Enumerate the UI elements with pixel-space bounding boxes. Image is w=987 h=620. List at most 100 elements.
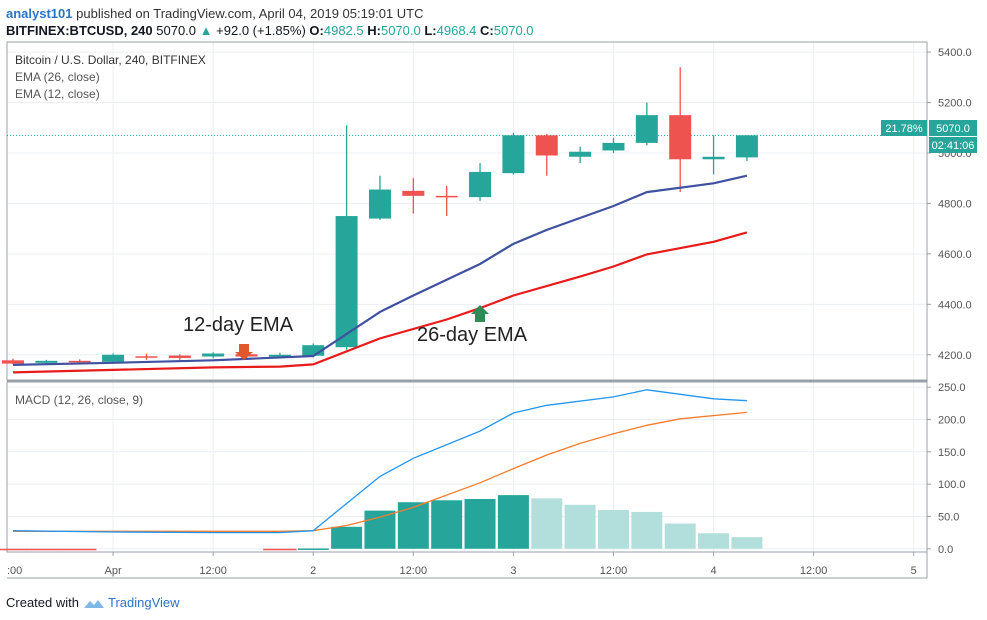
- candle-up: [335, 216, 358, 348]
- low-label: L:: [424, 23, 437, 38]
- macd-histogram-bar: [29, 548, 64, 551]
- publish-line: analyst101 published on TradingView.com,…: [6, 6, 424, 21]
- last-price: 5070.0: [156, 23, 197, 38]
- candle-down: [669, 115, 692, 160]
- ema-layer: [12, 174, 748, 374]
- macd-line: [12, 389, 747, 534]
- candle-up: [268, 354, 291, 357]
- price-tick-label: 4200.0: [938, 350, 972, 362]
- macd-histogram-bar: [431, 500, 463, 549]
- price-badges: 21.78% 5070.0 02:41:06: [881, 120, 977, 153]
- macd-tick-label: 50.0: [938, 511, 959, 523]
- macd-tick-label: 150.0: [938, 447, 966, 459]
- ema26-annotation: 26-day EMA: [417, 324, 528, 346]
- candle-up: [702, 156, 725, 160]
- symbol-label: BITFINEX:BTCUSD, 240: [6, 23, 153, 38]
- ema12-line: [12, 174, 748, 366]
- candle-up: [602, 142, 625, 151]
- price-badge: [929, 120, 977, 136]
- chart-frame: [6, 41, 928, 579]
- macd-tick-label: 0.0: [938, 544, 953, 556]
- candle-up: [502, 135, 525, 174]
- main-legend: Bitcoin / U.S. Dollar, 240, BITFINEX: [15, 53, 206, 67]
- time-tick-label: 12:00: [600, 565, 628, 577]
- macd-histogram-bar: [397, 502, 429, 549]
- candle-down: [2, 360, 24, 364]
- candle-down: [135, 356, 158, 358]
- macd-histogram-bar: [664, 523, 696, 549]
- candle-up: [102, 354, 125, 362]
- percent-badge-text: 21.78%: [885, 123, 923, 135]
- signal-line: [13, 411, 747, 532]
- down-arrow-icon: [235, 344, 253, 360]
- macd-legend: MACD (12, 26, close, 9): [15, 393, 144, 407]
- macd-histogram-bar: [531, 498, 563, 549]
- price-tick-label: 4800.0: [938, 198, 972, 210]
- macd-histogram-bar: [0, 548, 30, 551]
- price-change: +92.0 (+1.85%): [216, 23, 306, 38]
- high-value: 5070.0: [380, 23, 421, 38]
- macd-histogram-bar: [631, 511, 663, 549]
- time-tick-label: 3: [510, 565, 516, 577]
- close-value: 5070.0: [493, 23, 534, 38]
- countdown-badge-text: 02:41:06: [932, 140, 975, 152]
- time-tick-label: 5: [911, 565, 917, 577]
- macd-histogram-bar: [564, 504, 596, 549]
- close-label: C:: [480, 23, 494, 38]
- open-value: 4982.5: [323, 23, 364, 38]
- time-tick-label: Apr: [105, 565, 122, 577]
- open-label: O:: [309, 23, 324, 38]
- macd-histogram-bar: [63, 548, 97, 551]
- macd-histogram-bar: [464, 498, 496, 549]
- countdown-badge: [929, 137, 977, 153]
- percent-badge: [881, 120, 927, 136]
- candle-down: [168, 355, 191, 359]
- macd-layer: [0, 389, 763, 551]
- candle-up: [469, 171, 492, 198]
- macd-histogram-bar: [331, 526, 363, 549]
- time-tick-label: 12:00: [800, 565, 828, 577]
- ema12-legend: EMA (12, close): [15, 87, 100, 101]
- publish-text: published on TradingView.com, April 04, …: [76, 6, 424, 21]
- time-tick-label: 2: [310, 565, 316, 577]
- annotation-arrows: [235, 305, 489, 360]
- author-link[interactable]: analyst101: [6, 6, 73, 21]
- candle-down: [402, 190, 425, 196]
- price-tick-label: 4400.0: [938, 299, 972, 311]
- candles-layer: [2, 67, 758, 365]
- price-badge-text: 5070.0: [936, 123, 970, 135]
- time-tick-label: 12:00: [199, 565, 227, 577]
- macd-tick-label: 250.0: [938, 382, 966, 394]
- candle-down: [535, 135, 558, 156]
- candle-up: [202, 353, 225, 357]
- macd-tick-label: 100.0: [938, 479, 966, 491]
- created-with-text: Created with: [6, 595, 79, 610]
- footer: Created with TradingView: [6, 595, 180, 610]
- tradingview-brand-link[interactable]: TradingView: [108, 595, 180, 610]
- candle-up: [368, 189, 391, 219]
- ema26-legend: EMA (26, close): [15, 70, 100, 84]
- macd-histogram-bar: [297, 548, 329, 550]
- candle-up: [35, 360, 58, 363]
- candle-down: [68, 360, 91, 363]
- tradingview-logo-icon: [83, 599, 104, 608]
- price-tick-label: 4600.0: [938, 249, 972, 261]
- high-label: H:: [367, 23, 381, 38]
- price-tick-label: 5400.0: [938, 47, 972, 59]
- macd-histogram-bar: [597, 509, 629, 549]
- up-arrow-icon: [471, 305, 489, 322]
- macd-tick-label: 200.0: [938, 414, 966, 426]
- candle-up: [302, 345, 325, 356]
- ema12-annotation: 12-day EMA: [183, 314, 294, 336]
- macd-histogram-bar: [731, 537, 763, 549]
- macd-histogram-bar: [263, 548, 297, 551]
- candle-up: [569, 151, 592, 157]
- axes-layer: 4200.04400.04600.04800.05000.05200.05400…: [7, 47, 972, 577]
- macd-histogram-bar: [497, 495, 529, 549]
- time-tick-label: 4: [710, 565, 716, 577]
- macd-histogram-bar: [364, 510, 396, 549]
- candle-up: [635, 115, 658, 143]
- grid-lines: [7, 42, 927, 552]
- price-tick-label: 5200.0: [938, 98, 972, 110]
